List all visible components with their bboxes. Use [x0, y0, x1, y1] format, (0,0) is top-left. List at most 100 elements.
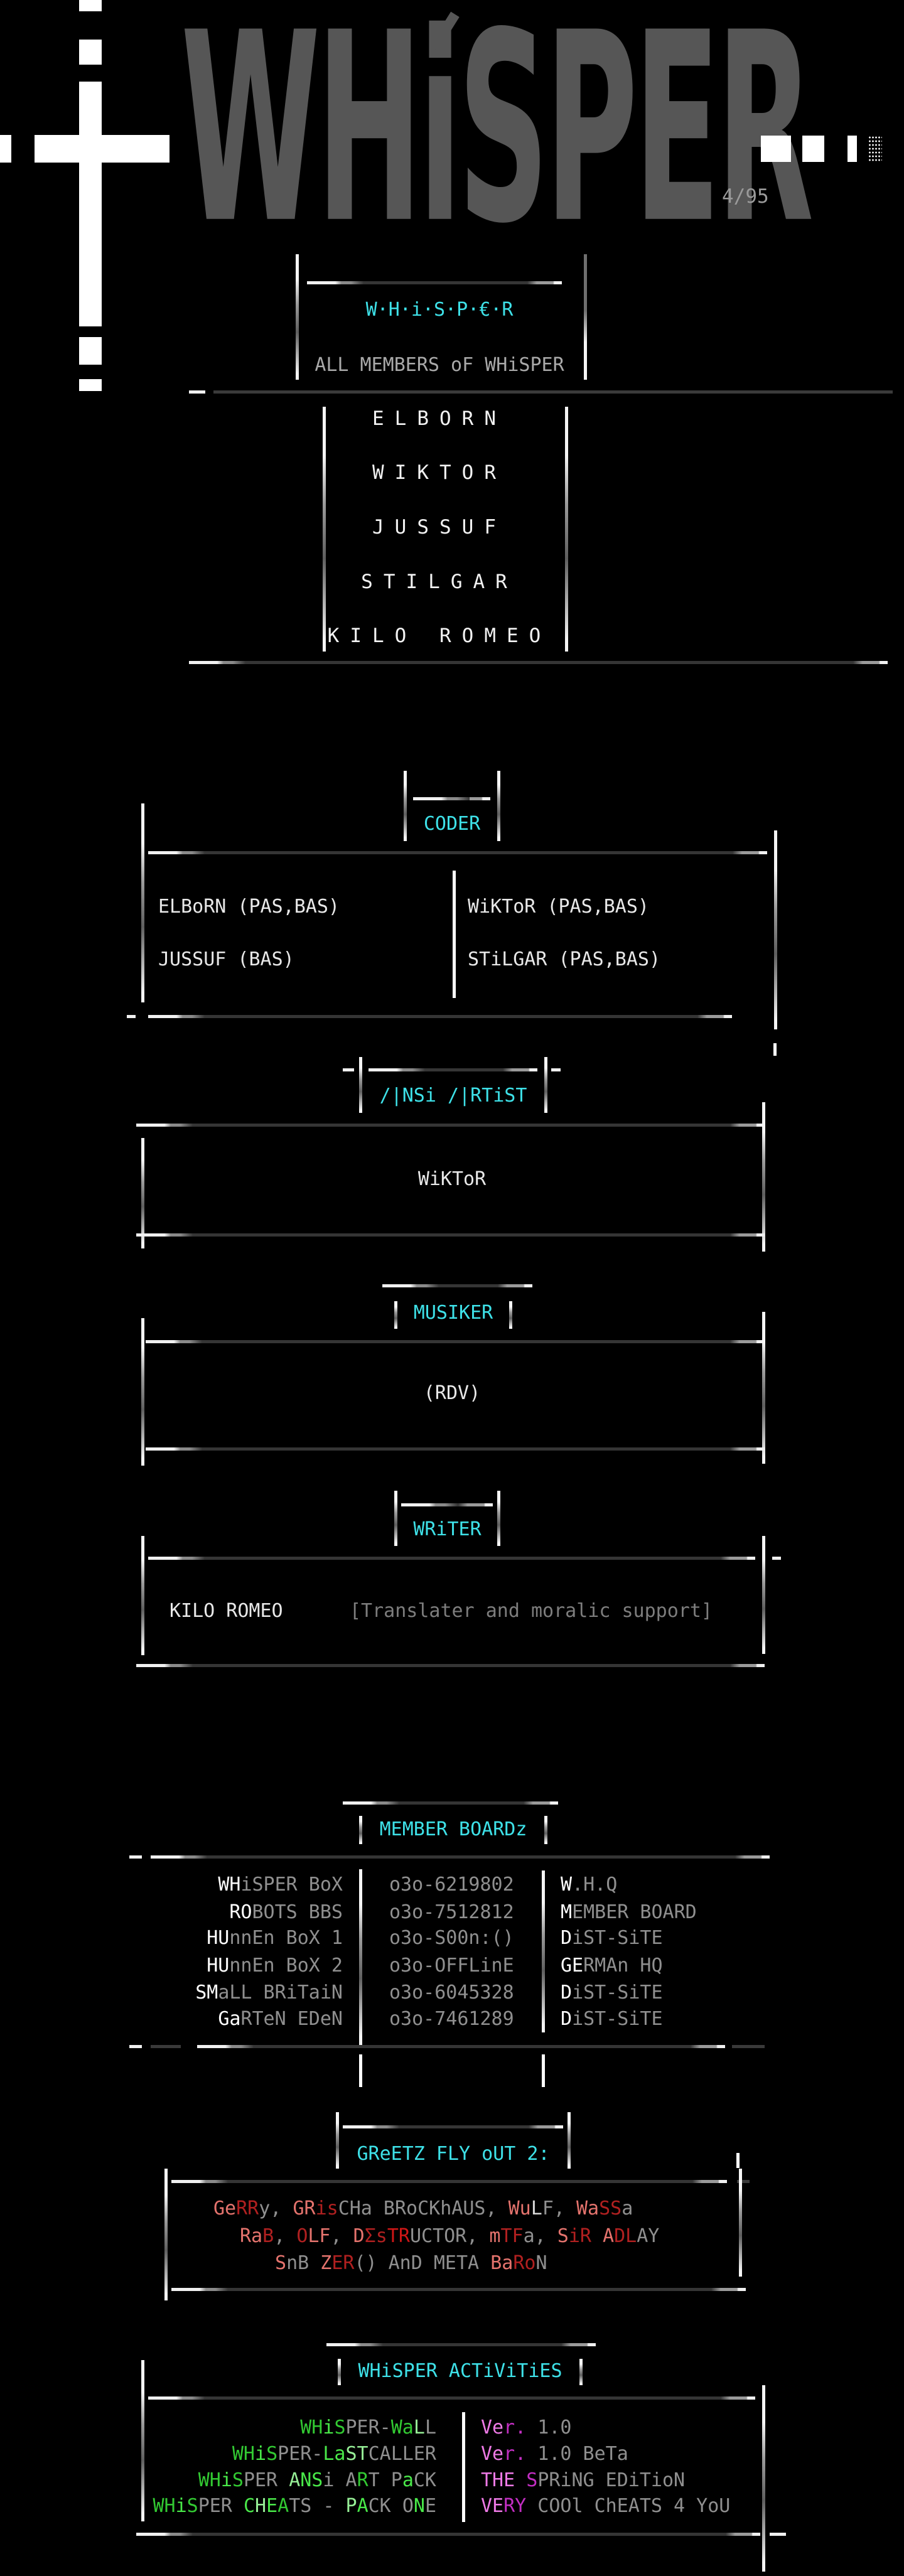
text-segment: C [243, 2495, 255, 2517]
text-segment: S [526, 2469, 538, 2491]
text-segment: A [603, 2225, 615, 2247]
members-box-bottom-line [213, 390, 893, 394]
text-segment: WH [198, 2469, 221, 2491]
text-segment: CK [413, 2469, 436, 2491]
text-segment: SM [195, 1982, 218, 2004]
header-bar-right [761, 136, 791, 162]
members-panel-title: W·H·i·S·P·€·R [365, 299, 514, 321]
greetz-box-bottom-line [171, 2288, 746, 2291]
activity-desc: THE SPRiNG EDiTioN [481, 2467, 685, 2494]
coder-entry: ELBoRN (PAS,BAS) [158, 896, 340, 918]
text-segment: PRiNG EDiTioN [537, 2469, 686, 2491]
text-segment: D [561, 1982, 573, 2004]
text-segment: SS [599, 2198, 622, 2219]
coder-column-divider [453, 871, 456, 998]
activity-desc: Ver. 1.0 BeTa [481, 2441, 628, 2467]
edge-dash-left [0, 135, 11, 163]
musiker-header-line [382, 1284, 532, 1287]
text-segment: Ve [481, 2443, 504, 2465]
activity-name: WHiSPER-LaSTCALLER [141, 2441, 436, 2467]
text-segment: E [266, 2495, 278, 2517]
members-box-left-border [296, 254, 299, 380]
board-role: DiST-SiTE [561, 1925, 663, 1951]
text-segment: NS [300, 2469, 323, 2491]
text-segment: TS - [289, 2495, 346, 2517]
text-segment: HU [207, 1955, 230, 1977]
greetz-edge-dash [736, 2153, 740, 2168]
boards-bottom-dash-l2 [151, 2045, 181, 2048]
board-phone: o3o-OFFLinE [389, 1953, 514, 1979]
board-name: WHiSPER BoX [138, 1872, 343, 1898]
text-segment: o3o-S00n:() [389, 1927, 514, 1949]
text-segment: nnEn BoX 1 [229, 1927, 343, 1949]
ansi-artist-title: /|NSi /|RTiST [379, 1085, 527, 1107]
ansi-box-right-border [762, 1102, 765, 1252]
text-segment: RMAn HQ [583, 1955, 663, 1977]
text-segment: , [330, 2225, 353, 2247]
text-segment: AnD META [388, 2252, 491, 2274]
text-segment: ER [331, 2252, 355, 2274]
text-segment: A [357, 2495, 369, 2517]
cross-ornament-top-block [79, 0, 102, 11]
greetz-header-right-border [568, 2112, 571, 2169]
greetz-line: SnB ZER() AnD META BaRoN [275, 2250, 547, 2277]
coder-entry: WiKToR (PAS,BAS) [468, 896, 649, 918]
members-list-left-border [323, 407, 326, 652]
text-segment: a [622, 2198, 633, 2219]
text-segment: HU [207, 1927, 230, 1949]
text-segment: 1.0 BeTa [526, 2443, 628, 2465]
writer-header-right-border [497, 1491, 500, 1546]
board-name: ROBOTS BBS [138, 1899, 343, 1926]
text-segment: r. [503, 2417, 527, 2439]
text-segment: S [266, 2443, 278, 2465]
ansi-artist-entry: WiKToR [417, 1168, 487, 1190]
writer-box-right-border [762, 1536, 765, 1654]
text-segment: E [503, 2469, 527, 2491]
text-segment: RY [503, 2495, 527, 2517]
writer-box-left-border [141, 1536, 144, 1655]
text-segment: TH [481, 2469, 504, 2491]
ansi-box-bottom-line [136, 1233, 765, 1237]
members-box-right-border [584, 254, 587, 380]
text-segment: PER [243, 2469, 289, 2491]
activity-name: WHiSPER-WaLL [141, 2415, 436, 2441]
activities-header-right-border [579, 2359, 583, 2385]
greetz-box-top-line [171, 2180, 727, 2183]
boards-header-left-border [359, 1816, 362, 1844]
text-segment: BOTS BBS [252, 1901, 343, 1923]
text-segment: H [255, 2495, 267, 2517]
board-phone: o3o-6045328 [389, 1980, 514, 2006]
members-list-bottom-line [189, 661, 888, 664]
activities-box-bottom-line [136, 2533, 760, 2536]
text-segment: S [557, 2225, 569, 2247]
text-segment: S [232, 2469, 244, 2491]
coder-title: CODER [423, 813, 481, 835]
musiker-box-bottom-line [146, 1447, 765, 1451]
musiker-header-left-border [394, 1301, 397, 1329]
text-segment: CALLER [368, 2443, 436, 2465]
text-segment: nB [286, 2252, 321, 2274]
greetz-line: GeRRy, GRisCHa BRoCKhAUS, WuLF, WaSSa [213, 2196, 633, 2222]
members-box-bottom-dash [189, 390, 205, 394]
activity-desc: VERY COOl ChEATS 4 YoU [481, 2493, 730, 2520]
boards-tail-dash-2 [542, 2054, 545, 2087]
musiker-box-top-line [146, 1340, 765, 1343]
text-segment: iST-SiTE [572, 2008, 663, 2030]
coder-header-left-border [404, 771, 407, 841]
greetz-box-right-border [739, 2169, 742, 2277]
musiker-box-left-border [141, 1318, 144, 1466]
text-segment: Ba [490, 2252, 514, 2274]
text-segment: PER- [345, 2417, 391, 2439]
activities-column-divider [462, 2412, 465, 2522]
text-segment: Z [320, 2252, 332, 2274]
text-segment: i [323, 2417, 335, 2439]
text-segment: W [561, 1874, 573, 1896]
text-segment: M [561, 1901, 573, 1923]
text-segment: L [424, 2417, 436, 2439]
text-segment: TR [387, 2225, 410, 2247]
board-name: SMaLL BRiTaiN [138, 1980, 343, 2006]
text-segment: , [274, 2225, 297, 2247]
writer-header-line [401, 1503, 493, 1506]
text-segment: i [220, 2469, 232, 2491]
coder-entry: JUSSUF (BAS) [158, 948, 294, 970]
